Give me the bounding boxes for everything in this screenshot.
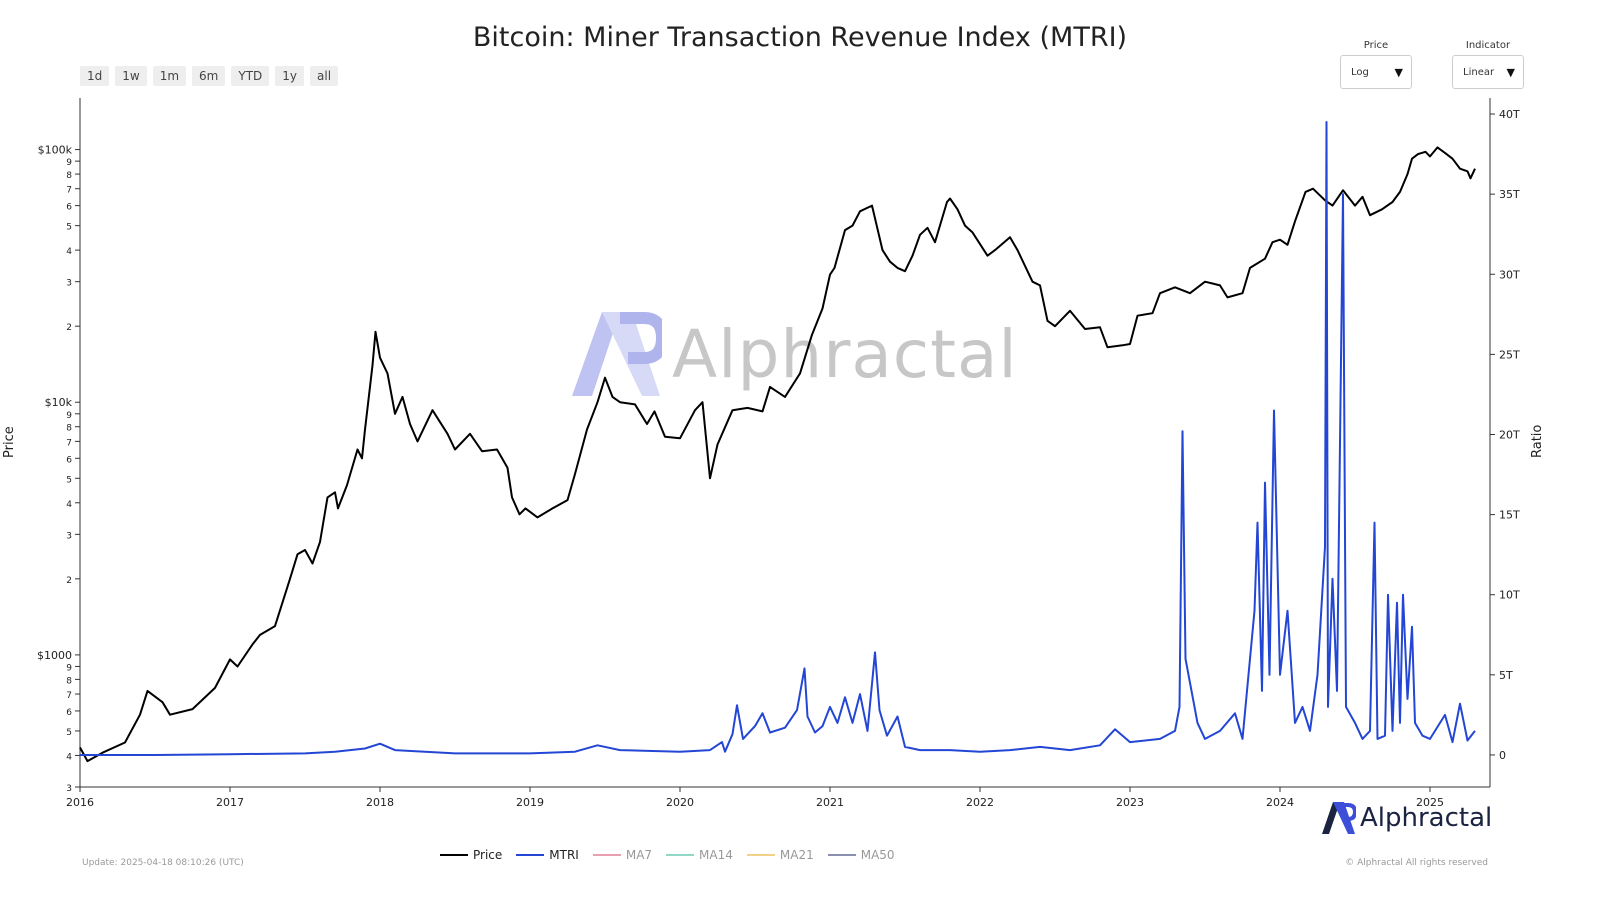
- legend-label: Price: [473, 848, 503, 862]
- y-right-tick-label: 20T: [1499, 428, 1520, 441]
- y-left-tick-label: $10k: [45, 396, 73, 409]
- y-left-tick-label: 7: [66, 691, 72, 701]
- y-left-tick-label: 5: [66, 475, 72, 485]
- range-selector: 1d 1w 1m 6m YTD 1y all: [80, 66, 339, 86]
- price-scale-dropdown[interactable]: Log ▼: [1340, 55, 1412, 89]
- legend-label: MA21: [779, 848, 814, 862]
- y-left-tick-label: $1000: [37, 649, 72, 662]
- y-left-tick-label: 8: [66, 171, 72, 181]
- price-scale-control: Price Log ▼: [1340, 40, 1412, 89]
- legend-swatch: [666, 854, 695, 856]
- legend-label: MA14: [699, 848, 733, 862]
- y-right-tick-label: 40T: [1499, 108, 1520, 121]
- x-tick-label: 2017: [216, 796, 244, 809]
- legend-item-ma14[interactable]: MA14: [666, 848, 733, 862]
- y-right-tick-label: 10T: [1499, 589, 1520, 602]
- x-tick-label: 2018: [366, 796, 394, 809]
- y-left-tick-label: 7: [66, 438, 72, 448]
- legend-swatch: [827, 854, 856, 856]
- y-left-tick-label: 6: [66, 708, 72, 718]
- x-tick-label: 2020: [666, 796, 694, 809]
- legend-item-price[interactable]: Price: [440, 848, 502, 862]
- y-left-tick-label: 2: [66, 323, 72, 333]
- legend-swatch: [440, 854, 468, 856]
- range-button-1m[interactable]: 1m: [152, 66, 187, 86]
- range-button-1w[interactable]: 1w: [115, 66, 147, 86]
- y-left-axis-label: Price: [2, 426, 17, 458]
- legend-label: MTRI: [549, 848, 579, 862]
- y-left-tick-label: 4: [66, 500, 72, 510]
- copyright-text: © Alphractal All rights reserved: [1345, 858, 1488, 868]
- chart-legend: Price MTRI MA7 MA14 MA21 MA50: [440, 848, 895, 862]
- x-tick-label: 2019: [516, 796, 544, 809]
- y-left-tick-label: 9: [66, 411, 72, 421]
- legend-swatch: [516, 854, 545, 856]
- legend-item-ma21[interactable]: MA21: [746, 848, 814, 862]
- y-left-tick-label: 9: [66, 663, 72, 673]
- brand-logo[interactable]: Alphractal: [1322, 802, 1492, 834]
- legend-item-mtri[interactable]: MTRI: [516, 848, 579, 862]
- y-right-axis-label: Ratio: [1530, 424, 1545, 458]
- range-button-ytd[interactable]: YTD: [231, 66, 270, 86]
- legend-label: MA7: [625, 848, 653, 862]
- series-line-price: [79, 146, 1476, 763]
- price-scale-label: Price: [1363, 40, 1389, 51]
- y-right-tick-label: 30T: [1499, 268, 1520, 281]
- y-left-tick-label: 7: [66, 186, 72, 196]
- y-right-tick-label: 35T: [1499, 188, 1520, 201]
- chart-title: Bitcoin: Miner Transaction Revenue Index…: [472, 22, 1128, 53]
- y-left-tick-label: 3: [66, 784, 72, 794]
- caret-down-icon: ▼: [1506, 65, 1515, 79]
- y-left-tick-label: 6: [66, 203, 72, 213]
- legend-item-ma50[interactable]: MA50: [827, 848, 895, 862]
- indicator-scale-dropdown[interactable]: Linear ▼: [1452, 55, 1524, 89]
- x-tick-label: 2023: [1116, 796, 1144, 809]
- x-tick-label: 2021: [816, 796, 844, 809]
- indicator-scale-label: Indicator: [1465, 40, 1511, 51]
- caret-down-icon: ▼: [1394, 65, 1403, 79]
- y-left-tick-label: 6: [66, 455, 72, 465]
- y-left-tick-label: $100k: [38, 144, 73, 157]
- y-left-tick-label: 3: [66, 531, 72, 541]
- legend-swatch: [746, 854, 775, 856]
- y-left-tick-label: 5: [66, 728, 72, 738]
- x-tick-label: 2024: [1266, 796, 1294, 809]
- y-left-tick-label: 9: [66, 158, 72, 168]
- legend-swatch: [592, 854, 621, 856]
- y-right-tick-label: 15T: [1499, 509, 1520, 522]
- y-right-tick-label: 5T: [1499, 669, 1513, 682]
- update-timestamp: Update: 2025-04-18 08:10:26 (UTC): [82, 858, 244, 868]
- range-button-1y[interactable]: 1y: [275, 66, 305, 86]
- brand-text: Alphractal: [1360, 803, 1493, 833]
- x-tick-label: 2016: [66, 796, 94, 809]
- range-button-1d[interactable]: 1d: [80, 66, 110, 86]
- y-left-tick-label: 3: [66, 279, 72, 289]
- indicator-scale-control: Indicator Linear ▼: [1452, 40, 1524, 89]
- indicator-scale-value: Linear: [1463, 66, 1495, 78]
- y-right-tick-label: 0: [1499, 749, 1506, 762]
- x-tick-label: 2025: [1416, 796, 1444, 809]
- y-left-tick-label: 4: [66, 247, 72, 257]
- x-tick-label: 2022: [966, 796, 994, 809]
- range-button-6m[interactable]: 6m: [192, 66, 226, 86]
- y-left-tick-label: 2: [66, 576, 72, 586]
- y-left-tick-label: 8: [66, 424, 72, 434]
- alphractal-logo-icon: [1322, 802, 1356, 834]
- legend-item-ma7[interactable]: MA7: [592, 848, 653, 862]
- y-left-tick-label: 8: [66, 676, 72, 686]
- series-line-mtri: [80, 121, 1476, 756]
- y-right-tick-label: 25T: [1499, 348, 1520, 361]
- range-button-all[interactable]: all: [310, 66, 339, 86]
- legend-label: MA50: [860, 848, 895, 862]
- y-left-tick-label: 5: [66, 223, 72, 233]
- y-left-tick-label: 4: [66, 752, 72, 762]
- price-scale-value: Log: [1351, 66, 1369, 78]
